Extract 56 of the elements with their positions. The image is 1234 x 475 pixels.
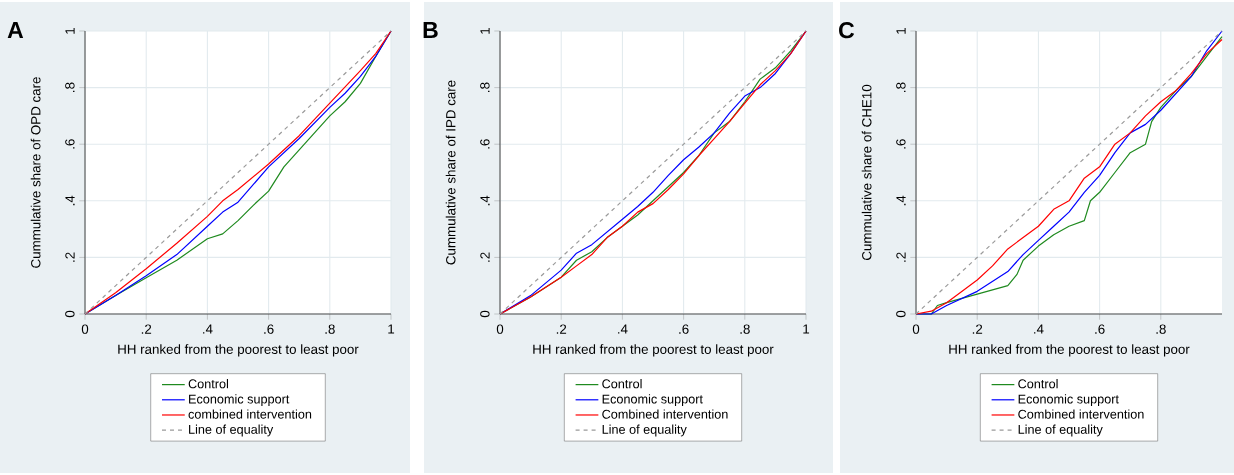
y-tick-label: .4 (65, 195, 75, 206)
x-tick-label: 0 (496, 324, 504, 334)
legend-label: Line of equality (1018, 424, 1103, 437)
y-axis-title: Cummulative share of CHE10 (861, 84, 872, 261)
y-tick-label: 0 (480, 310, 490, 318)
legend-label: Combined intervention (602, 409, 728, 419)
y-tick-label: .8 (480, 82, 490, 92)
x-tick-label: 1 (803, 324, 810, 334)
y-tick-label: .8 (65, 82, 75, 92)
legend-label: Control (602, 379, 642, 389)
x-tick-label: 0 (81, 324, 89, 334)
y-tick-label: .4 (480, 195, 490, 206)
x-tick-label: .4 (618, 324, 628, 334)
legend-label: Economic support (602, 394, 703, 407)
x-tick-label: .8 (325, 324, 335, 334)
y-tick-label: .4 (896, 195, 906, 206)
x-tick-label: .8 (740, 324, 750, 334)
legend-label: Line of equality (602, 424, 687, 437)
chart-title: B (423, 22, 438, 38)
y-tick-label: 0 (65, 310, 75, 318)
y-tick-label: 1 (65, 27, 75, 34)
x-tick-label: 1 (388, 324, 395, 334)
x-tick-label: .6 (264, 324, 274, 334)
legend-label: Economic support (1018, 394, 1119, 407)
x-tick-label: 0 (912, 324, 920, 334)
x-tick-label: .6 (679, 324, 689, 334)
y-tick-label: .2 (65, 252, 75, 262)
legend-label: Combined intervention (1018, 409, 1144, 419)
y-tick-label: .6 (896, 139, 906, 149)
y-tick-label: .2 (480, 252, 490, 262)
x-axis-title: HH ranked from the poorest to least poor (533, 344, 774, 357)
legend-label: Economic support (189, 394, 290, 407)
x-tick-label: .2 (972, 324, 983, 334)
legend-label: combined intervention (188, 409, 312, 419)
x-tick-label: .8 (1156, 324, 1166, 334)
legend-label: Line of equality (189, 424, 274, 437)
x-axis-title: HH ranked from the poorest to least poor (949, 344, 1190, 357)
x-tick-label: .2 (556, 324, 567, 334)
y-tick-label: .2 (896, 252, 906, 262)
chart-title: C (839, 22, 855, 39)
y-tick-label: 0 (896, 310, 906, 318)
y-tick-label: 1 (896, 27, 906, 34)
x-axis-title: HH ranked from the poorest to least poor (118, 344, 359, 357)
y-axis-title: Cummulative share of IPD care (445, 80, 456, 265)
legend-label: Control (1018, 379, 1058, 389)
y-axis-title: Cummulative share of OPD care (30, 77, 41, 268)
x-tick-label: .4 (203, 324, 213, 334)
y-tick-label: .8 (896, 82, 906, 92)
y-tick-label: 1 (480, 27, 490, 34)
x-tick-label: .6 (1095, 324, 1105, 334)
x-tick-label: .4 (1034, 324, 1044, 334)
x-tick-label: .2 (141, 324, 152, 334)
legend-label: Control (188, 379, 228, 389)
chart-title: A (7, 22, 24, 38)
y-tick-label: .6 (480, 139, 490, 149)
y-tick-label: .6 (65, 139, 75, 149)
